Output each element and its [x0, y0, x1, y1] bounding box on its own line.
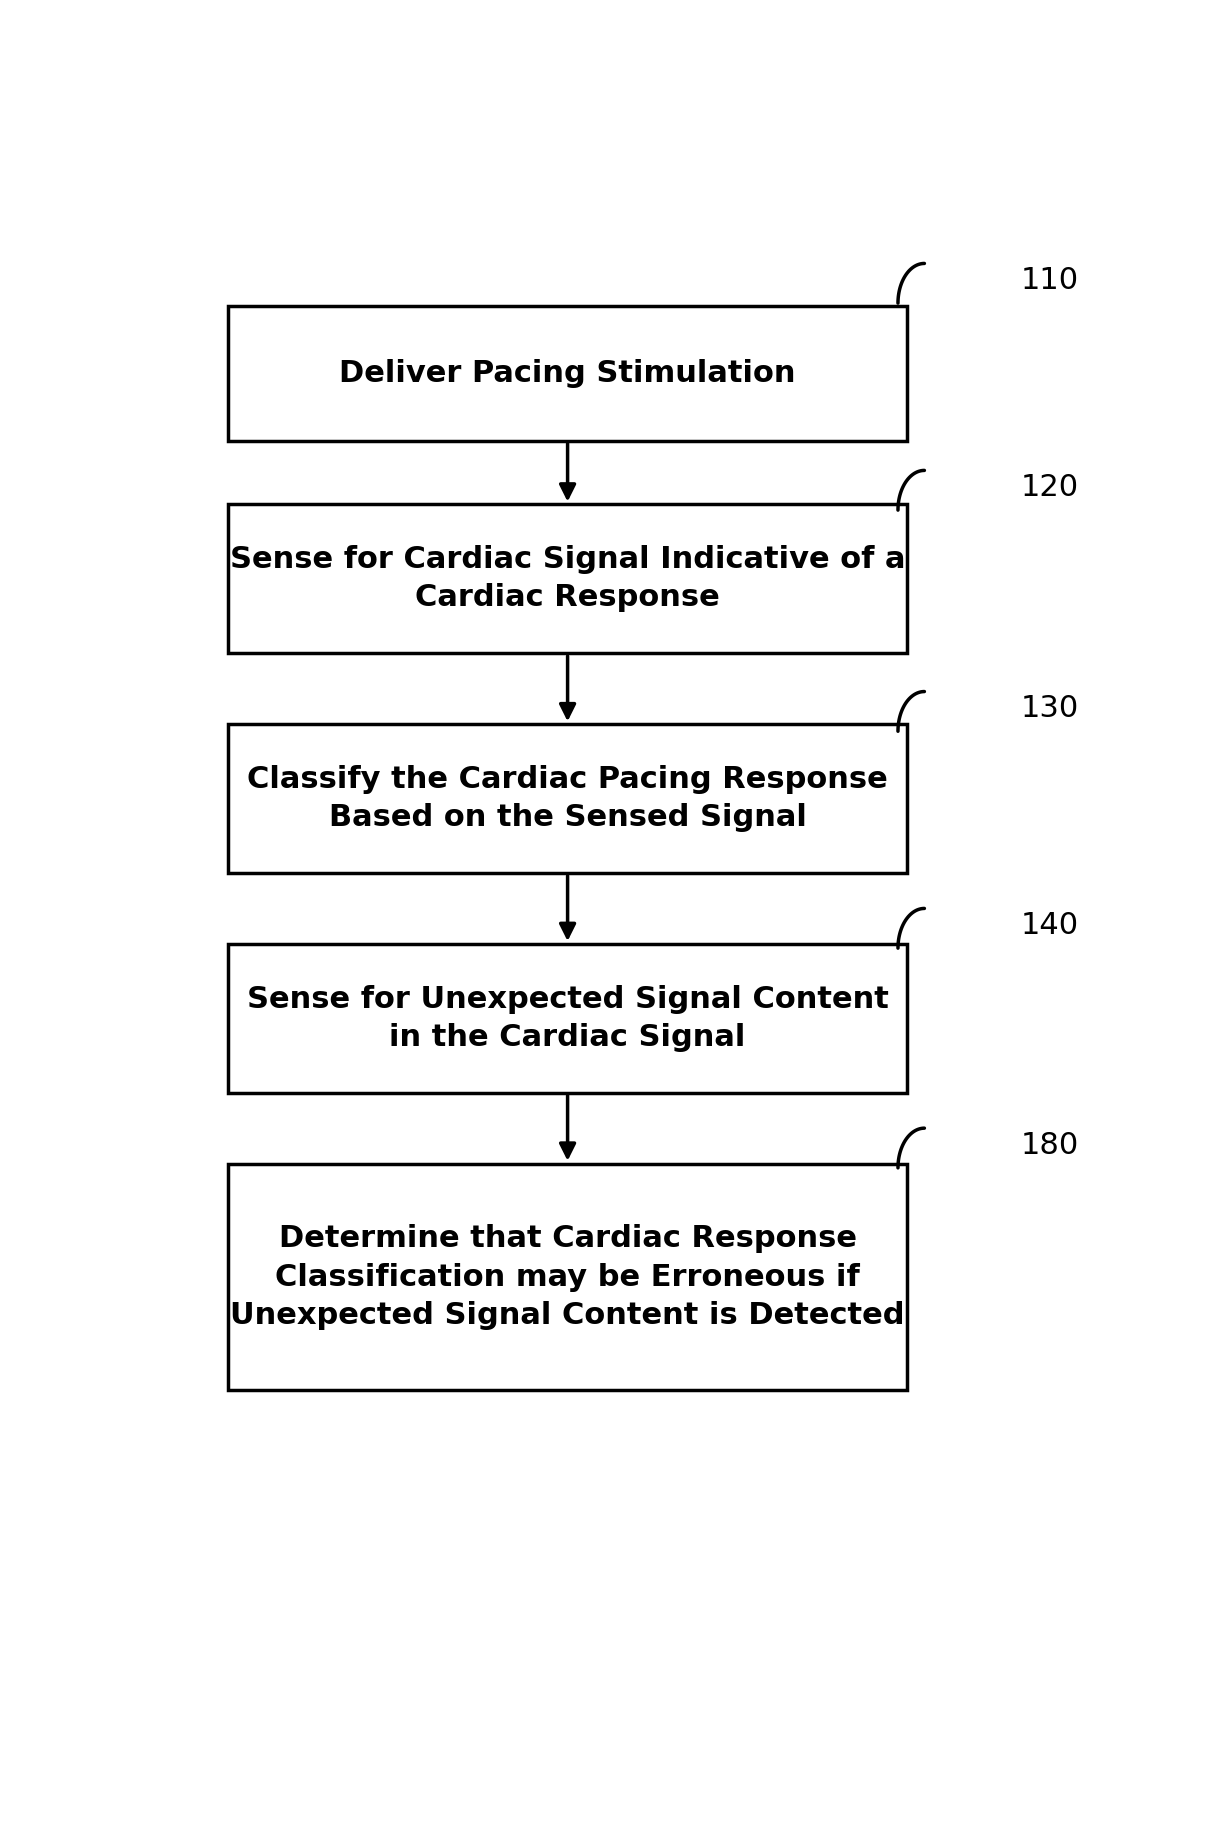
Text: Determine that Cardiac Response
Classification may be Erroneous if
Unexpected Si: Determine that Cardiac Response Classifi…: [230, 1224, 905, 1329]
Text: 180: 180: [1021, 1130, 1079, 1160]
FancyBboxPatch shape: [228, 944, 907, 1094]
Text: 120: 120: [1021, 473, 1079, 503]
Text: 130: 130: [1021, 694, 1079, 724]
Text: Sense for Cardiac Signal Indicative of a
Cardiac Response: Sense for Cardiac Signal Indicative of a…: [230, 545, 905, 613]
Text: Classify the Cardiac Pacing Response
Based on the Sensed Signal: Classify the Cardiac Pacing Response Bas…: [247, 766, 888, 832]
FancyBboxPatch shape: [228, 306, 907, 440]
Text: Sense for Unexpected Signal Content
in the Cardiac Signal: Sense for Unexpected Signal Content in t…: [247, 985, 888, 1051]
FancyBboxPatch shape: [228, 1164, 907, 1390]
Text: 110: 110: [1021, 265, 1079, 295]
Text: 140: 140: [1021, 911, 1079, 941]
FancyBboxPatch shape: [228, 724, 907, 873]
Text: Deliver Pacing Stimulation: Deliver Pacing Stimulation: [340, 359, 795, 388]
FancyBboxPatch shape: [228, 504, 907, 654]
